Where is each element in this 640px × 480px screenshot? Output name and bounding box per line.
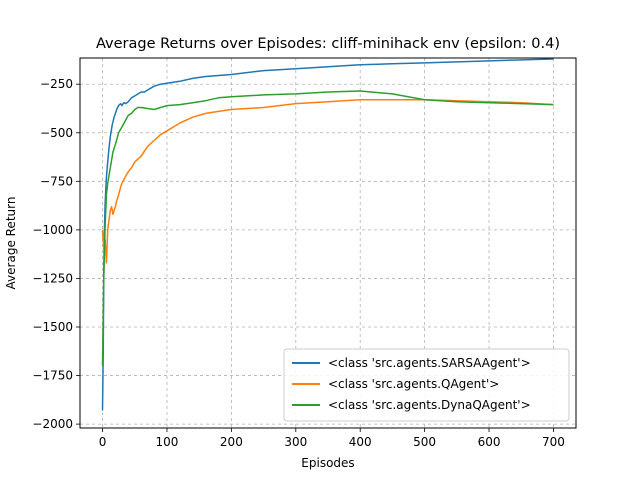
legend-entry: <class 'src.agents.QAgent'> — [328, 377, 499, 391]
y-tick-label: −2000 — [32, 417, 73, 431]
series-line-2 — [101, 90, 554, 366]
x-tick-label: 400 — [349, 435, 372, 449]
x-axis-label: Episodes — [301, 456, 354, 470]
y-tick-label: −1500 — [32, 320, 73, 334]
legend-entry: <class 'src.agents.SARSAAgent'> — [328, 356, 531, 370]
legend-box — [283, 348, 570, 422]
x-tick-label: 500 — [413, 435, 436, 449]
series-layer — [101, 58, 554, 411]
x-tick-label: 300 — [284, 435, 307, 449]
y-tick-label: −250 — [40, 77, 73, 91]
y-tick-label: −750 — [40, 174, 73, 188]
y-tick-label: −1000 — [32, 223, 73, 237]
x-tick-label: 0 — [99, 435, 107, 449]
y-tick-label: −1750 — [32, 369, 73, 383]
x-tick-label: 100 — [156, 435, 179, 449]
series-line-0 — [101, 58, 554, 411]
x-tick-label: 600 — [478, 435, 501, 449]
y-axis-label: Average Return — [4, 197, 18, 290]
y-tick-label: −500 — [40, 126, 73, 140]
legend: <class 'src.agents.SARSAAgent'> <class 's… — [283, 348, 570, 422]
y-tick-label: −1250 — [32, 271, 73, 285]
ticks: 0 100 200 300 400 500 600 700 −2000 −1750 −1500 −12… — [32, 77, 565, 449]
chart-title: Average Returns over Episodes: cliff-min… — [96, 36, 560, 52]
x-tick-label: 200 — [220, 435, 243, 449]
series-line-1 — [101, 99, 554, 264]
plot-frame — [79, 57, 577, 429]
x-tick-label: 700 — [542, 435, 565, 449]
legend-entry: <class 'src.agents.DynaQAgent'> — [328, 398, 531, 412]
